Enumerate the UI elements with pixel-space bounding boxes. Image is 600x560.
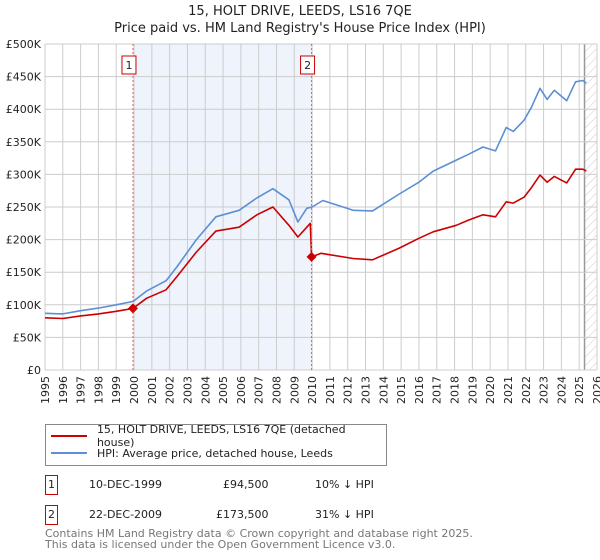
sale-marker-label: 1: [125, 59, 132, 72]
x-tick-label: 2012: [342, 376, 355, 404]
x-tick-label: 2000: [128, 376, 141, 404]
y-tick-label: £350K: [6, 136, 42, 149]
footer-line-1: Contains HM Land Registry data © Crown c…: [45, 527, 473, 540]
legend-item-hpi: HPI: Average price, detached house, Leed…: [51, 445, 333, 461]
transaction-hpi-diff: 10% ↓ HPI: [315, 478, 374, 491]
x-tick-label: 2004: [199, 376, 212, 404]
legend-item-property: 15, HOLT DRIVE, LEEDS, LS16 7QE (detache…: [51, 423, 386, 449]
x-tick-label: 2009: [288, 376, 301, 404]
legend-label-hpi: HPI: Average price, detached house, Leed…: [97, 446, 333, 460]
transaction-date: 10-DEC-1999: [89, 478, 163, 491]
x-tick-label: 1996: [57, 376, 70, 404]
sale-marker-badge: [300, 55, 316, 75]
x-tick-label: 2011: [324, 376, 337, 404]
x-tick-label: 2019: [466, 376, 479, 404]
sale-marker-label: 2: [304, 59, 311, 72]
x-tick-label: 2005: [217, 376, 230, 404]
transaction-row: 1 10-DEC-1999 £94,500 10% ↓ HPI: [45, 475, 445, 495]
y-tick-label: £250K: [6, 201, 42, 214]
y-tick-label: £400K: [6, 103, 42, 116]
y-tick-label: £450K: [6, 71, 42, 84]
legend-label-property: 15, HOLT DRIVE, LEEDS, LS16 7QE (detache…: [96, 423, 346, 449]
x-tick-label: 2020: [484, 376, 497, 404]
hpi-line: [44, 79, 587, 315]
x-tick-label: 2003: [181, 376, 194, 404]
sale-marker-badge: [121, 55, 137, 75]
x-tick-label: 2025: [573, 376, 586, 404]
x-tick-label: 2008: [270, 376, 283, 404]
x-tick-label: 2007: [253, 376, 266, 404]
sale-point: [306, 251, 317, 262]
x-tick-label: 2022: [520, 376, 533, 404]
y-tick-label: £100K: [6, 299, 42, 312]
transaction-price: £94,500: [223, 478, 269, 491]
x-tick-label: 2021: [502, 376, 515, 404]
transaction-row: 2 22-DEC-2009 £173,500 31% ↓ HPI: [45, 505, 445, 525]
y-tick-label: £0: [27, 364, 41, 377]
x-tick-label: 1995: [39, 376, 52, 404]
footer: Contains HM Land Registry data © Crown c…: [45, 528, 473, 550]
transaction-date: 22-DEC-2009: [89, 508, 163, 521]
transaction-hpi-diff: 31% ↓ HPI: [315, 508, 374, 521]
x-tick-label: 2013: [360, 376, 373, 404]
transaction-price: £173,500: [216, 508, 269, 521]
footer-line-2: This data is licensed under the Open Gov…: [45, 538, 396, 551]
legend-swatch-hpi: [51, 452, 87, 454]
x-tick-label: 2018: [449, 376, 462, 404]
y-tick-label: £50K: [13, 331, 42, 344]
x-tick-label: 2010: [306, 376, 319, 404]
x-tick-label: 2023: [538, 376, 551, 404]
legend-swatch-property: [51, 435, 87, 437]
x-tick-label: 1997: [75, 376, 88, 404]
x-tick-label: 2001: [146, 376, 159, 404]
price-chart: 1995 1996 1997 1998 1999 2000 2001 2002 2003 2004…: [6, 38, 600, 404]
y-tick-label: £300K: [6, 168, 42, 181]
transaction-badge: 2: [45, 505, 58, 525]
property-price-line: [44, 168, 587, 320]
transaction-badge: 1: [45, 475, 58, 495]
x-tick-label: 1999: [110, 376, 123, 404]
x-tick-label: 2016: [413, 376, 426, 404]
x-tick-label: 2017: [431, 376, 444, 404]
x-tick-label: 2024: [555, 376, 568, 404]
chart-subtitle: Price paid vs. HM Land Registry's House …: [114, 21, 486, 36]
x-tick-label: 2014: [377, 376, 390, 404]
x-tick-label: 2026: [591, 376, 600, 404]
y-tick-label: £200K: [6, 234, 42, 247]
x-tick-label: 2006: [235, 376, 248, 404]
x-tick-label: 2002: [164, 376, 177, 404]
x-tick-label: 2015: [395, 376, 408, 404]
legend: 15, HOLT DRIVE, LEEDS, LS16 7QE (detache…: [45, 423, 387, 466]
sale-point: [127, 303, 138, 314]
x-tick-label: 1998: [92, 376, 105, 404]
y-tick-label: £500K: [6, 38, 42, 51]
chart-title: 15, HOLT DRIVE, LEEDS, LS16 7QE: [188, 4, 412, 19]
y-tick-label: £150K: [6, 266, 42, 279]
